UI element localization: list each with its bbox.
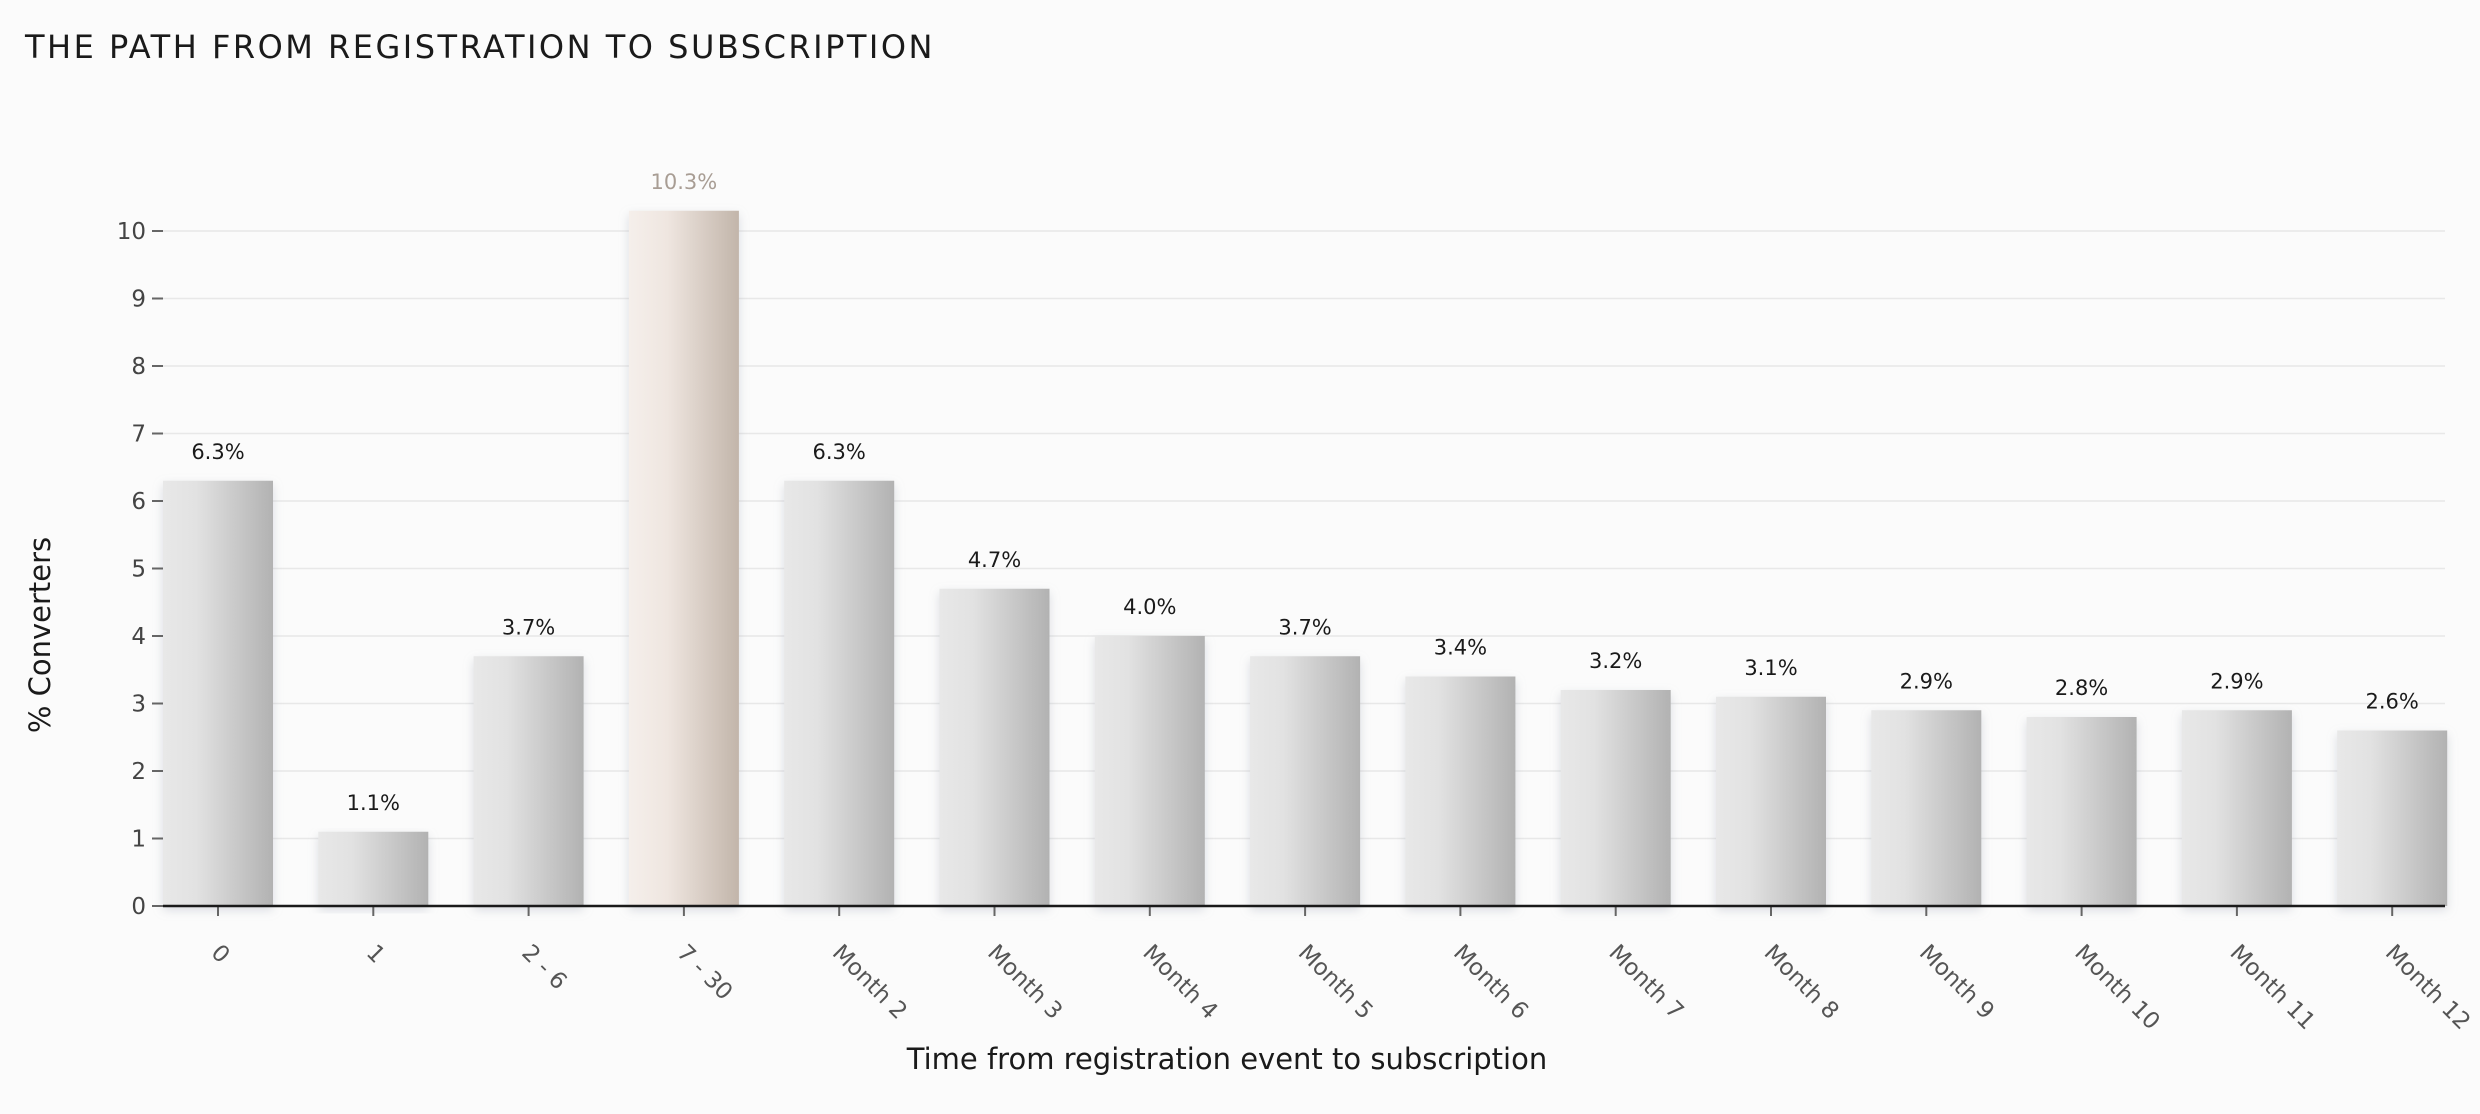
x-tick-label: Month 10 bbox=[2069, 940, 2164, 1035]
chart-title: THE PATH FROM REGISTRATION TO SUBSCRIPTI… bbox=[25, 28, 935, 66]
value-label: 3.7% bbox=[1278, 615, 1331, 639]
bar-month11 bbox=[2181, 710, 2292, 906]
bars bbox=[163, 210, 2448, 906]
x-tick-label: Month 4 bbox=[1138, 940, 1223, 1025]
value-label: 3.7% bbox=[502, 615, 555, 639]
bar-month2 bbox=[784, 480, 895, 906]
value-label: 2.8% bbox=[2055, 676, 2108, 700]
y-tick-label: 1 bbox=[131, 827, 146, 853]
y-tick-label: 9 bbox=[131, 287, 146, 313]
x-tick-label: 7 - 30 bbox=[672, 940, 738, 1006]
bar-month10 bbox=[2026, 717, 2137, 906]
x-tick-label: 1 bbox=[361, 940, 390, 969]
value-label: 1.1% bbox=[347, 791, 400, 815]
value-label: 2.9% bbox=[2210, 669, 2263, 693]
y-tick-label: 3 bbox=[131, 692, 146, 718]
value-label: 10.3% bbox=[651, 170, 718, 194]
y-tick-label: 7 bbox=[131, 422, 146, 448]
x-tick-label: 2 - 6 bbox=[516, 940, 571, 995]
x-axis-label: Time from registration event to subscrip… bbox=[906, 1042, 1547, 1076]
value-label: 4.0% bbox=[1123, 595, 1176, 619]
x-tick-label: Month 9 bbox=[1914, 940, 1999, 1025]
x-tick-label: Month 12 bbox=[2380, 940, 2475, 1035]
x-tick-label: Month 3 bbox=[982, 940, 1067, 1025]
bar-7-30 bbox=[628, 210, 739, 906]
bar-month6 bbox=[1405, 676, 1516, 906]
x-tick-label: Month 2 bbox=[827, 940, 912, 1025]
value-label: 3.2% bbox=[1589, 649, 1642, 673]
value-label: 2.9% bbox=[1900, 669, 1953, 693]
bar-0 bbox=[163, 480, 273, 906]
y-tick-label: 8 bbox=[131, 354, 146, 380]
bar-1 bbox=[318, 831, 429, 906]
y-tick-label: 10 bbox=[117, 219, 146, 245]
bar-month8 bbox=[1716, 696, 1826, 906]
y-tick-label: 4 bbox=[131, 624, 146, 650]
x-tick-label: Month 11 bbox=[2225, 940, 2320, 1035]
bar-month3 bbox=[939, 588, 1050, 906]
bar-month9 bbox=[1871, 710, 1982, 906]
value-label: 2.6% bbox=[2366, 690, 2419, 714]
y-tick-label: 0 bbox=[131, 894, 146, 920]
bar-2-6 bbox=[473, 656, 584, 906]
x-tick-label: Month 8 bbox=[1759, 940, 1844, 1025]
x-tick-label: Month 5 bbox=[1293, 940, 1378, 1025]
value-label: 3.4% bbox=[1434, 636, 1487, 660]
y-tick-label: 5 bbox=[131, 557, 146, 583]
x-tick-label: Month 6 bbox=[1448, 940, 1533, 1025]
y-tick-label: 6 bbox=[131, 489, 146, 515]
x-tick-label: 0 bbox=[206, 940, 235, 969]
y-tick-label: 2 bbox=[131, 759, 146, 785]
value-labels: 6.3% 1.1% 3.7% 10.3% 6.3% 4.7% 4.0% 3.7% 3.4% 3.2… bbox=[191, 170, 2419, 815]
bar-month4 bbox=[1094, 636, 1205, 906]
y-axis-label: % Converters bbox=[23, 537, 57, 733]
value-label: 6.3% bbox=[191, 440, 244, 464]
bar-month12 bbox=[2337, 730, 2448, 906]
value-label: 3.1% bbox=[1744, 656, 1797, 680]
x-tick-label: Month 7 bbox=[1603, 940, 1688, 1025]
bar-month5 bbox=[1250, 656, 1361, 906]
value-label: 4.7% bbox=[968, 548, 1021, 572]
value-label: 6.3% bbox=[813, 440, 866, 464]
bar-month7 bbox=[1560, 690, 1671, 906]
